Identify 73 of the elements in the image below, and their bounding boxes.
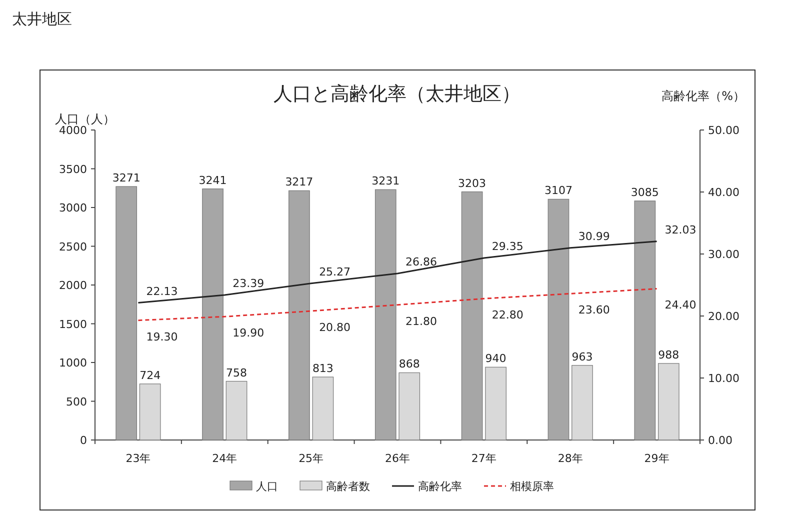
- y-tick-label: 3000: [59, 202, 87, 214]
- data-label: 868: [398, 358, 420, 371]
- data-label: 21.80: [406, 314, 437, 328]
- y2-axis-title: 高齢化率（%）: [662, 89, 745, 103]
- y2-tick-label: 40.00: [708, 186, 740, 199]
- bar: [139, 384, 161, 440]
- y2-tick-label: 0.00: [708, 434, 732, 447]
- data-label: 3107: [544, 184, 572, 198]
- data-label: 23.39: [232, 276, 264, 290]
- y-tick-label: 4000: [59, 124, 87, 137]
- y-tick-label: 2000: [59, 279, 87, 292]
- x-tick-label: 25年: [298, 452, 324, 465]
- bar: [548, 198, 570, 440]
- data-label: 3085: [630, 186, 659, 199]
- data-label: 25.27: [319, 265, 351, 278]
- bar: [485, 366, 506, 440]
- bar: [226, 380, 248, 440]
- bar: [374, 189, 396, 440]
- data-label: 29.35: [492, 240, 524, 254]
- bar: [398, 372, 420, 440]
- y-tick-label: 1000: [59, 356, 87, 370]
- x-tick-label: 28年: [558, 452, 583, 465]
- bar: [658, 363, 680, 440]
- data-label: 3231: [372, 174, 400, 188]
- y-tick-label: 1500: [59, 318, 87, 331]
- data-label: 30.99: [578, 230, 610, 243]
- line-series: [137, 240, 658, 304]
- bar: [312, 376, 334, 440]
- chart-title: 人口と高齢化率（太井地区）: [274, 83, 520, 105]
- bar: [288, 190, 310, 440]
- text: 太井地区: [12, 10, 72, 28]
- bar: [572, 365, 593, 440]
- legend-label: 相模原率: [510, 480, 554, 493]
- y2-tick-label: 50.00: [708, 124, 740, 137]
- y2-tick-label: 10.00: [708, 372, 740, 385]
- bar: [634, 200, 656, 440]
- data-label: 19.30: [146, 330, 178, 344]
- data-label: 23.60: [578, 304, 610, 317]
- data-label: 26.86: [406, 255, 437, 268]
- y-tick-label: 3500: [59, 162, 87, 176]
- y2-tick-label: 20.00: [708, 310, 740, 323]
- data-label: 19.90: [232, 326, 264, 340]
- y-tick-label: 2500: [59, 240, 87, 254]
- data-label: 3271: [112, 171, 140, 184]
- data-label: 724: [140, 368, 161, 382]
- data-label: 813: [312, 362, 334, 375]
- data-label: 3217: [285, 176, 314, 189]
- y-tick-label: 500: [66, 395, 87, 408]
- bar: [116, 186, 138, 440]
- legend-label: 高齢化率: [418, 480, 462, 493]
- bar: [202, 188, 224, 440]
- data-label: 940: [485, 352, 506, 366]
- data-label: 3203: [458, 176, 486, 190]
- y2-tick-label: 30.00: [708, 248, 740, 261]
- data-label: 3241: [198, 174, 227, 187]
- data-label: 22.13: [146, 284, 178, 298]
- y-axis-title: 人口（人）: [55, 112, 115, 126]
- data-label: 24.40: [664, 298, 696, 312]
- data-label: 20.80: [319, 321, 351, 334]
- data-label: 32.03: [664, 223, 696, 236]
- y-tick-label: 0: [80, 434, 87, 447]
- x-tick-label: 29年: [644, 452, 670, 465]
- x-tick-label: 23年: [126, 452, 151, 465]
- data-label: 22.80: [492, 308, 524, 322]
- x-tick-label: 26年: [385, 452, 410, 465]
- data-label: 963: [572, 350, 593, 364]
- x-tick-label: 24年: [212, 452, 238, 465]
- data-label: 988: [658, 348, 680, 362]
- bar: [461, 191, 483, 440]
- legend-label: 人口: [256, 480, 278, 493]
- legend-label: 高齢者数: [326, 480, 370, 493]
- x-tick-label: 27年: [471, 452, 496, 465]
- data-label: 758: [226, 366, 248, 380]
